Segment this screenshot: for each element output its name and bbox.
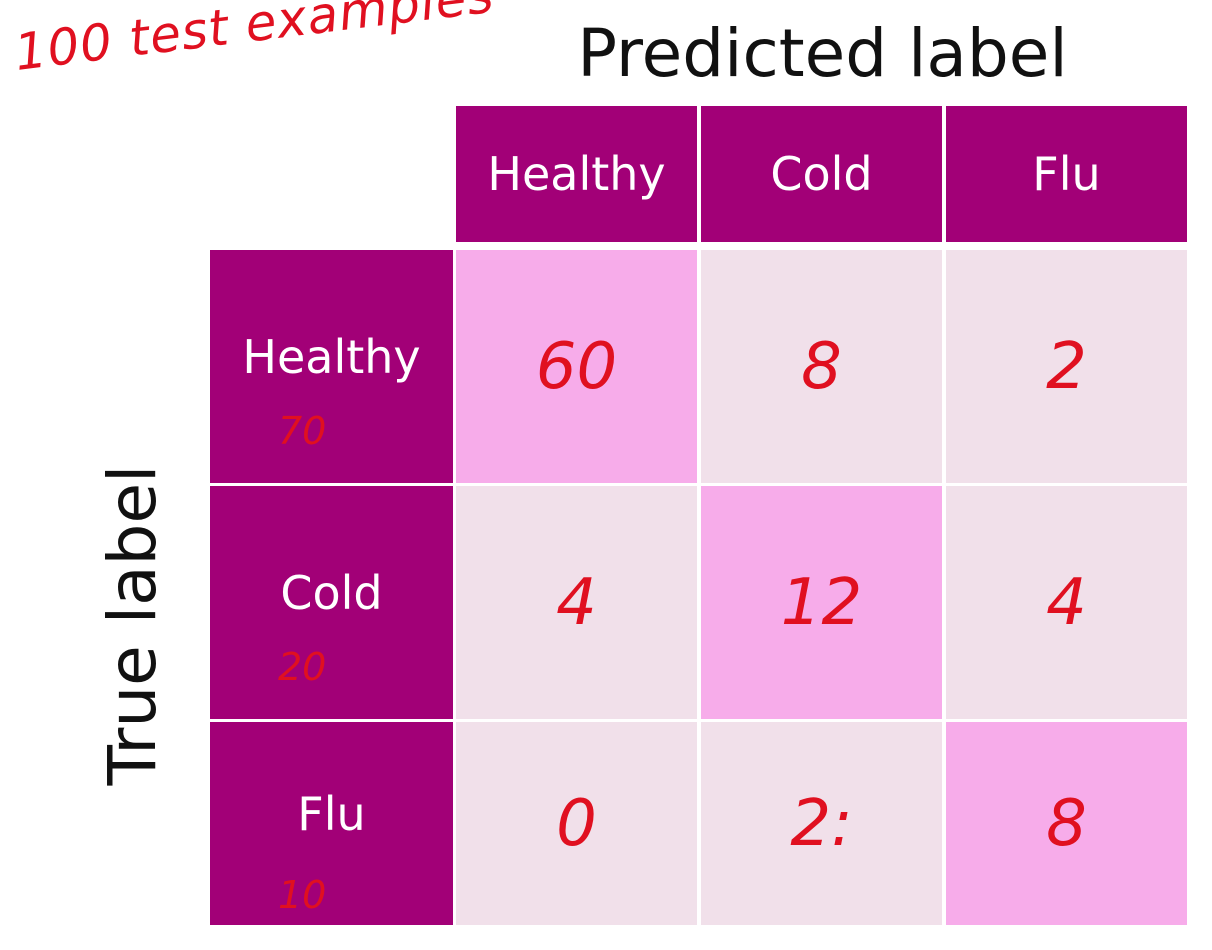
- cell-value: 4: [556, 565, 597, 640]
- column-header-label: Flu: [1032, 147, 1101, 201]
- column-header-label: Healthy: [487, 147, 666, 201]
- cell-value: 2:: [790, 786, 853, 861]
- column-header-cold: Cold: [701, 106, 942, 242]
- cell-value: 8: [1046, 786, 1087, 861]
- column-header-label: Cold: [770, 147, 873, 201]
- matrix-cell-flu-healthy: 0: [456, 722, 697, 925]
- matrix-cell-flu-cold: 2:: [701, 722, 942, 925]
- row-header-healthy: Healthy 70: [210, 250, 453, 483]
- row-total-flu: 10: [278, 873, 327, 917]
- matrix-cell-healthy-flu: 2: [946, 250, 1187, 483]
- row-header-label: Cold: [280, 565, 383, 620]
- matrix-cell-cold-flu: 4: [946, 486, 1187, 719]
- matrix-cell-cold-healthy: 4: [456, 486, 697, 719]
- row-header-cold: Cold 20: [210, 486, 453, 719]
- row-header-label: Healthy: [242, 329, 421, 384]
- column-header-healthy: Healthy: [456, 106, 697, 242]
- cell-value: 12: [780, 565, 863, 640]
- matrix-cell-cold-cold: 12: [701, 486, 942, 719]
- row-header-label: Flu: [297, 786, 366, 841]
- cell-value: 4: [1046, 565, 1087, 640]
- column-header-flu: Flu: [946, 106, 1187, 242]
- cell-value: 60: [535, 329, 618, 404]
- row-header-flu: Flu 10: [210, 722, 453, 925]
- true-label-title: True label: [94, 464, 171, 786]
- cell-value: 8: [801, 329, 842, 404]
- matrix-cell-healthy-cold: 8: [701, 250, 942, 483]
- row-total-healthy: 70: [278, 409, 327, 453]
- cell-value: 0: [556, 786, 597, 861]
- cell-value: 2: [1046, 329, 1087, 404]
- predicted-label-title: Predicted label: [577, 15, 1068, 92]
- matrix-cell-healthy-healthy: 60: [456, 250, 697, 483]
- row-total-cold: 20: [278, 645, 327, 689]
- handwritten-note: 100 test examples: [11, 0, 498, 82]
- matrix-cell-flu-flu: 8: [946, 722, 1187, 925]
